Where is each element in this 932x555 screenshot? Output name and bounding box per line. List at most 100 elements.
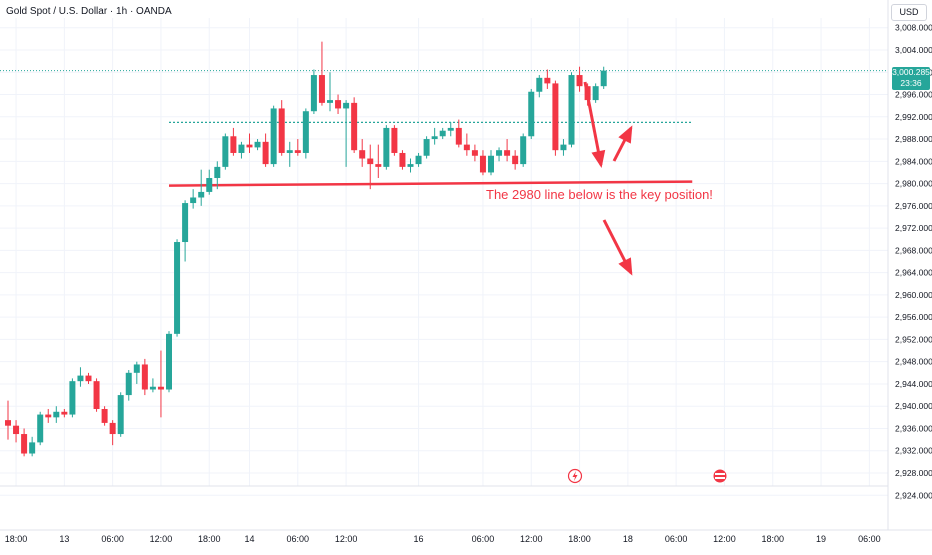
currency-button[interactable]: USD [891,4,927,21]
candle [190,189,197,209]
candle-body [407,164,414,167]
grid [0,18,888,496]
candle [214,161,221,190]
candle-body [431,136,438,140]
candle-body [29,442,36,454]
candle [77,367,84,387]
candle [53,406,60,423]
candle [592,83,599,103]
candle-body [21,434,28,454]
x-tick-label: 14 [244,534,254,544]
arrow-head [591,149,606,168]
candle-body [278,108,285,153]
down-arrow [602,219,633,276]
y-tick-label: 2,936.000 [895,423,932,433]
candle-body [447,127,454,131]
candle-body [600,70,607,87]
candle-body [439,130,446,137]
candle [302,108,309,159]
candle [399,150,406,170]
candle-body [37,414,44,443]
candle-body [166,333,172,390]
x-tick-label: 13 [59,534,69,544]
x-tick-label: 12:00 [713,534,736,544]
candle-body [222,136,229,167]
candle-body [343,102,350,109]
candle [117,392,124,437]
y-tick-label: 2,980.000 [895,179,932,189]
candle-body [367,158,374,165]
candle [174,239,181,337]
x-tick-label: 12:00 [520,534,543,544]
candle [488,150,494,176]
candle-body [568,75,575,145]
candle-body [206,178,213,192]
y-tick-label: 2,968.000 [895,245,932,255]
candle-body [463,144,470,151]
candle [560,139,567,156]
candle [37,411,44,446]
current-price-value: 3,000.285 [892,67,930,77]
candle-body [399,152,406,167]
levels [0,70,888,187]
candle-body [479,155,486,173]
candle-body [496,150,503,156]
candle [93,378,100,412]
candle [423,136,430,159]
candle-body [230,136,237,153]
candle [206,169,213,195]
chart-title: Gold Spot / U.S. Dollar · 1h · OANDA [6,6,172,17]
flag-icon [713,469,727,483]
y-tick-label: 2,928.000 [895,468,932,478]
candle-body [141,364,148,390]
candle-body [13,425,20,435]
candle [238,141,245,159]
candle-body [69,381,76,415]
candle-body [383,127,390,167]
candle-body [262,141,269,165]
candle-body [302,111,309,153]
y-tick-label: 3,004.000 [895,45,932,55]
x-tick-label: 06:00 [472,534,495,544]
x-tick-label: 19 [816,534,826,544]
candle [21,428,28,457]
candle [600,66,607,89]
candle-body [53,411,60,418]
candle-body [214,166,221,179]
candle-body [391,127,398,153]
candle-body [560,144,567,151]
y-tick-label: 2,976.000 [895,201,932,211]
x-tick-label: 12:00 [150,534,173,544]
candle [335,94,342,115]
candle [576,66,583,92]
y-tick-label: 2,972.000 [895,223,932,233]
support-line [168,180,693,187]
candle [520,133,527,167]
x-tick-label: 18:00 [761,534,784,544]
candle-body [471,150,478,156]
x-tick-label: 12:00 [335,534,358,544]
candle-body [310,75,317,112]
candle-body [190,197,197,204]
candle [125,370,132,401]
x-tick-label: 06:00 [858,534,881,544]
candle [552,80,559,156]
candle-body [415,155,422,165]
candle [101,406,108,426]
candle [431,127,438,145]
candle [471,144,478,162]
candle-body [351,102,358,151]
candle-body [359,150,366,159]
candle-body [85,375,92,382]
candle-body [238,144,245,153]
candle [310,69,317,115]
annotations [567,81,727,484]
candle [166,331,172,393]
lightning-bolt [572,471,578,481]
candle-body [5,420,11,426]
y-tick-label: 2,944.000 [895,379,932,389]
candle-body [182,203,189,243]
candle-body [335,100,342,109]
